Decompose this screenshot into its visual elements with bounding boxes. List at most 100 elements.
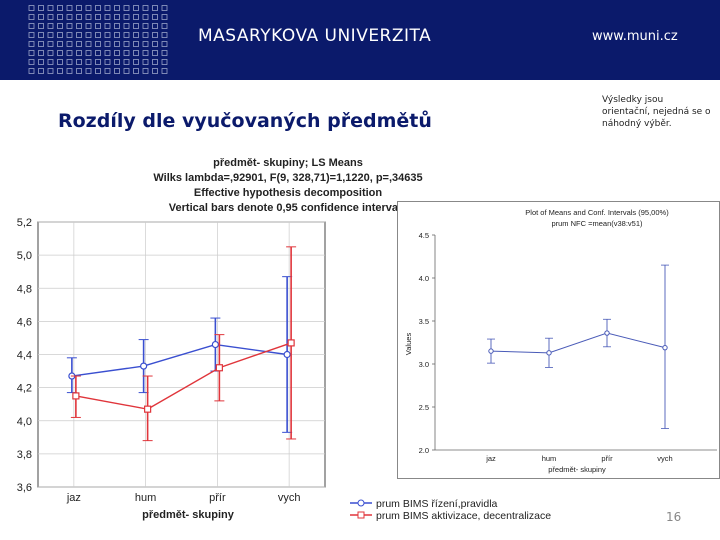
chart2-x-tick-label: vych bbox=[657, 454, 672, 463]
logo-dot bbox=[57, 68, 63, 74]
logo-dot bbox=[66, 32, 73, 38]
chart1-y-tick-label: 4,6 bbox=[17, 316, 32, 328]
logo-dot bbox=[76, 59, 82, 65]
logo-dot bbox=[152, 23, 158, 29]
chart1-series-line bbox=[71, 343, 288, 377]
logo-dot bbox=[114, 68, 120, 74]
logo-dot bbox=[76, 14, 82, 20]
logo-dot bbox=[28, 59, 35, 65]
logo-dot bbox=[66, 41, 73, 47]
logo-dot bbox=[38, 50, 44, 56]
logo-dot bbox=[76, 32, 82, 38]
logo-dot bbox=[142, 68, 149, 74]
logo-dot bbox=[152, 50, 158, 56]
logo-dot bbox=[161, 32, 168, 38]
logo-dot bbox=[38, 32, 44, 38]
chart1-subtitle-1: Wilks lambda=,92901, F(9, 328,71)=1,1220… bbox=[153, 172, 422, 184]
logo-dot bbox=[114, 59, 120, 65]
logo-dot bbox=[152, 5, 158, 11]
chart2-y-tick-label: 3.0 bbox=[419, 360, 429, 369]
logo-dot bbox=[104, 41, 111, 47]
logo-dot bbox=[95, 50, 101, 56]
logo-dot bbox=[161, 50, 168, 56]
chart1-point bbox=[211, 340, 219, 349]
chart1-point bbox=[287, 339, 295, 347]
logo-dot bbox=[133, 23, 139, 29]
logo-dot bbox=[161, 23, 168, 29]
logo-dot bbox=[95, 41, 101, 47]
logo-dot bbox=[123, 50, 130, 56]
logo-dot bbox=[133, 32, 139, 38]
logo-dot bbox=[76, 5, 82, 11]
logo-dot bbox=[85, 50, 92, 56]
logo-dot bbox=[95, 14, 101, 20]
logo-dot bbox=[161, 59, 168, 65]
chart1-legend-label: prum BIMS řízení,pravidla bbox=[376, 498, 498, 510]
chart1-point bbox=[215, 364, 223, 372]
university-url[interactable]: www.muni.cz bbox=[592, 29, 678, 44]
logo-dot bbox=[133, 41, 139, 47]
nfc-means-chart: 4.5 4.0 3.5 3.0 2.5 2.0 jaz hum přír vych Plot o… bbox=[397, 201, 720, 479]
logo-dot bbox=[28, 41, 35, 47]
logo-dot bbox=[47, 32, 54, 38]
logo-dot bbox=[57, 50, 63, 56]
logo-dot bbox=[161, 41, 168, 47]
logo-dot bbox=[66, 5, 73, 11]
logo-dot bbox=[47, 50, 54, 56]
chart2-x-tick-label: přír bbox=[601, 454, 613, 463]
logo-dot bbox=[152, 32, 158, 38]
chart2-y-tick-label: 4.0 bbox=[419, 274, 429, 283]
logo-dot-grid bbox=[28, 5, 168, 74]
logo-dot bbox=[57, 41, 63, 47]
logo-dot bbox=[104, 32, 111, 38]
chart2-point bbox=[488, 348, 494, 354]
logo-dot bbox=[57, 23, 63, 29]
logo-dot bbox=[152, 41, 158, 47]
logo-dot bbox=[104, 50, 111, 56]
logo-dot bbox=[76, 50, 82, 56]
chart1-subtitle-3: Vertical bars denote 0,95 confidence int… bbox=[169, 202, 407, 214]
chart2-x-tick-label: hum bbox=[542, 454, 557, 463]
logo-dot bbox=[142, 5, 149, 11]
logo-dot bbox=[47, 68, 54, 74]
logo-dot bbox=[57, 59, 63, 65]
chart1-x-tick-label: přír bbox=[209, 492, 226, 504]
logo-dot bbox=[142, 50, 149, 56]
logo-dot bbox=[95, 68, 101, 74]
chart1-subtitle-2: Effective hypothesis decomposition bbox=[194, 187, 383, 199]
logo-dot bbox=[104, 14, 111, 20]
logo-dot bbox=[38, 5, 44, 11]
logo-dot bbox=[47, 14, 54, 20]
chart1-title: předmět- skupiny; LS Means bbox=[213, 157, 363, 169]
logo-dot bbox=[95, 32, 101, 38]
logo-dot bbox=[85, 59, 92, 65]
chart1-x-tick-label: hum bbox=[135, 492, 156, 504]
logo-dot bbox=[104, 59, 111, 65]
slide-title: Rozdíly dle vyučovaných předmětů bbox=[58, 110, 432, 132]
logo-dot bbox=[142, 14, 149, 20]
logo-dot bbox=[85, 32, 92, 38]
chart1-series-line bbox=[75, 342, 292, 410]
chart2-point bbox=[546, 350, 552, 356]
chart1-y-tick-label: 3,6 bbox=[17, 482, 32, 494]
logo-dot bbox=[38, 23, 44, 29]
logo-dot bbox=[38, 68, 44, 74]
chart1-y-tick-label: 4,0 bbox=[17, 416, 32, 428]
chart1-point bbox=[144, 405, 152, 413]
chart2-xlabel: předmět- skupiny bbox=[548, 465, 606, 474]
chart1-y-tick-label: 4,2 bbox=[17, 383, 32, 395]
chart1-x-tick-label: jaz bbox=[66, 492, 81, 504]
chart2-point bbox=[604, 330, 610, 336]
logo-dot bbox=[66, 50, 73, 56]
chart2-title: Plot of Means and Conf. Intervals (95,00… bbox=[525, 208, 669, 217]
logo-dot bbox=[152, 59, 158, 65]
chart2-y-tick-label: 2.0 bbox=[419, 446, 429, 455]
logo-dot bbox=[114, 14, 120, 20]
logo-dot bbox=[38, 14, 44, 20]
chart2-x-tick-label: jaz bbox=[485, 454, 496, 463]
logo-dot bbox=[95, 59, 101, 65]
chart1-xlabel: předmět- skupiny bbox=[142, 509, 235, 521]
chart1-point bbox=[140, 362, 148, 370]
logo-dot bbox=[66, 68, 73, 74]
chart2-frame bbox=[397, 201, 720, 479]
